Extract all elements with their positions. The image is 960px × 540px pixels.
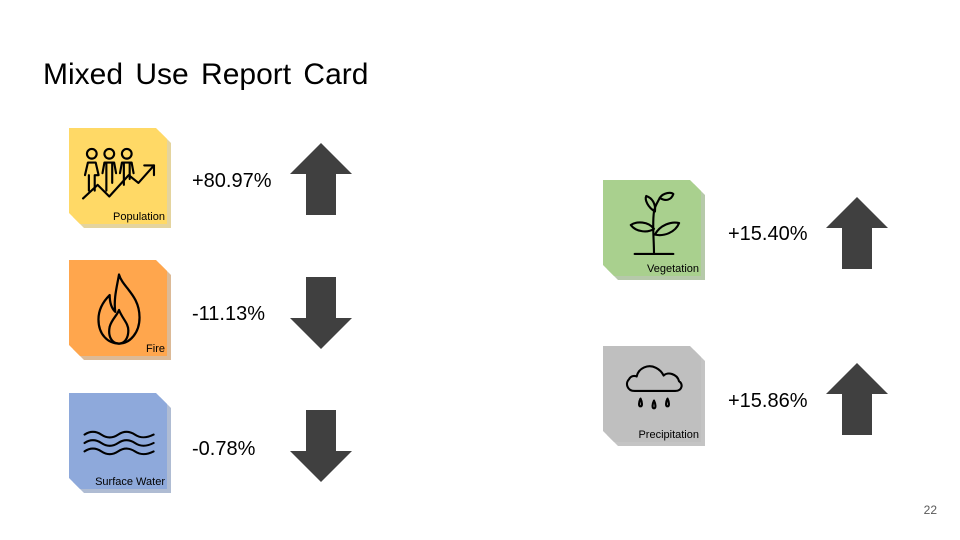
metric-value-vegetation: +15.40% xyxy=(728,223,808,245)
tile-label: Population xyxy=(113,211,165,223)
tile-label: Precipitation xyxy=(638,429,699,441)
plant-icon xyxy=(629,191,681,256)
page-title: Mixed Use Report Card xyxy=(43,58,369,91)
metric-value-population: +80.97% xyxy=(192,170,272,192)
tile-label: Surface Water xyxy=(95,476,165,488)
arrow-up-icon xyxy=(826,363,888,435)
tile-surface-water: Surface Water xyxy=(69,391,171,493)
tile-background xyxy=(69,393,171,493)
tile-precipitation: Precipitation xyxy=(603,344,705,446)
arrow-down-icon xyxy=(290,410,352,482)
tile-fire: Fire xyxy=(69,258,171,360)
rain-cloud-icon xyxy=(625,365,683,410)
arrow-up-icon xyxy=(290,143,352,215)
page-number: 22 xyxy=(923,503,937,517)
tile-label: Vegetation xyxy=(647,263,699,275)
waves-icon xyxy=(83,430,155,456)
tile-background xyxy=(603,346,705,446)
metric-value-surface-water: -0.78% xyxy=(192,438,256,460)
arrow-up-icon xyxy=(826,197,888,269)
arrow-down-icon xyxy=(290,277,352,349)
metric-value-precipitation: +15.86% xyxy=(728,390,808,412)
metric-value-fire: -11.13% xyxy=(192,303,266,325)
tile-label: Fire xyxy=(146,343,165,355)
tile-background xyxy=(69,260,171,360)
tile-population: Population xyxy=(69,126,171,228)
fire-icon xyxy=(97,273,141,345)
population-icon xyxy=(81,147,156,200)
tile-vegetation: Vegetation xyxy=(603,178,705,280)
tile-background xyxy=(69,128,171,228)
